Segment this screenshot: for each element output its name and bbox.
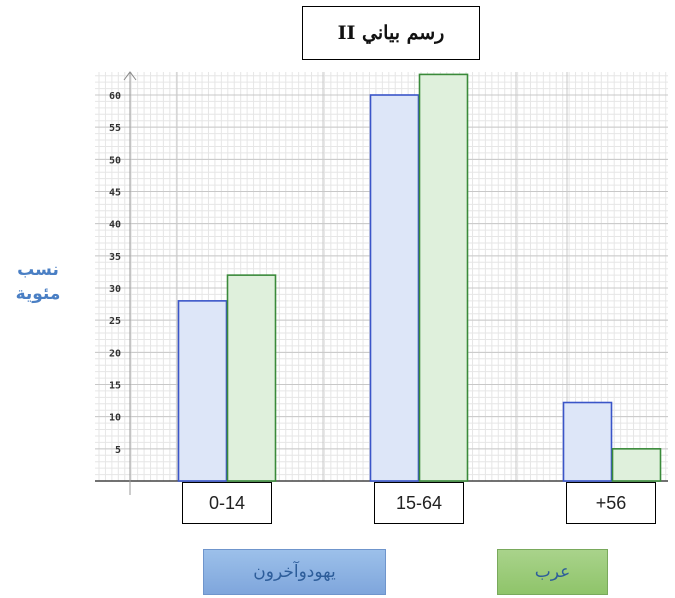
bar-arabs-2	[611, 448, 662, 482]
chart-title: رسم بياني II	[302, 6, 480, 60]
bar-jews-others-1	[369, 94, 420, 482]
y-tick-label: 15	[109, 381, 121, 392]
y-tick-label: 55	[109, 123, 121, 134]
y-tick-label: 30	[109, 284, 121, 295]
bar-jews-others-0	[177, 300, 228, 482]
y-tick-labels: 5 10 15 20 25 30 35 40 45 50 55 60	[109, 91, 121, 456]
bar-jews-others-2	[562, 401, 613, 482]
y-axis-arrow	[123, 71, 137, 81]
category-label-0-14: 0-14	[182, 482, 272, 524]
y-tick-label: 40	[109, 220, 121, 231]
category-label-65-plus: 65+	[566, 482, 656, 524]
y-axis-label-line2: مئوية	[15, 284, 61, 304]
y-tick-label: 25	[109, 316, 121, 327]
y-tick-label: 50	[109, 155, 121, 166]
y-tick-label: 60	[109, 91, 121, 102]
legend-arabs: عرب	[497, 549, 608, 595]
y-axis-label: نسب مئوية	[4, 258, 72, 306]
y-tick-label: 20	[109, 348, 121, 359]
y-tick-label: 10	[109, 413, 121, 424]
y-tick-label: 35	[109, 252, 121, 263]
legend-jews-others: يهودوآخرون	[203, 549, 386, 595]
y-tick-label: 45	[109, 188, 121, 199]
bar-arabs-0	[226, 274, 277, 482]
category-label-15-64: 15-64	[374, 482, 464, 524]
bars	[177, 73, 662, 482]
y-tick-label: 5	[115, 445, 121, 456]
y-axis-label-line1: نسب	[17, 260, 59, 280]
bar-arabs-1	[418, 73, 469, 482]
